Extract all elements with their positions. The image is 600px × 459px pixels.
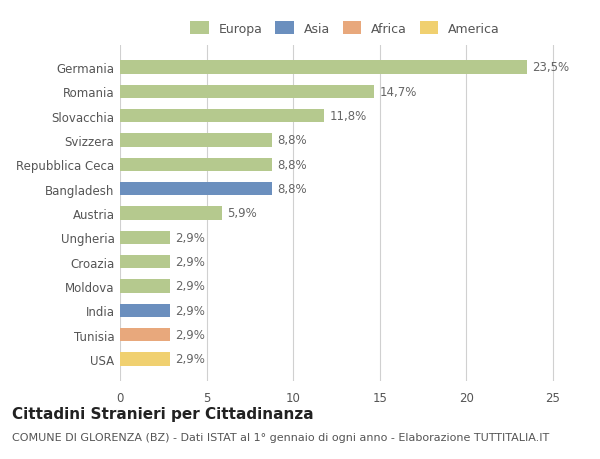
Bar: [120, 110, 324, 123]
Text: 2,9%: 2,9%: [175, 280, 205, 293]
Bar: [120, 183, 272, 196]
Text: 2,9%: 2,9%: [175, 304, 205, 317]
Text: 8,8%: 8,8%: [278, 158, 307, 171]
Text: Cittadini Stranieri per Cittadinanza: Cittadini Stranieri per Cittadinanza: [12, 406, 314, 421]
Bar: [120, 231, 170, 244]
Text: 2,9%: 2,9%: [175, 328, 205, 341]
Text: 5,9%: 5,9%: [227, 207, 257, 220]
Text: 2,9%: 2,9%: [175, 231, 205, 244]
Bar: [120, 304, 170, 317]
Bar: [120, 61, 527, 74]
Bar: [120, 255, 170, 269]
Bar: [120, 353, 170, 366]
Bar: [120, 158, 272, 172]
Text: 2,9%: 2,9%: [175, 256, 205, 269]
Bar: [120, 207, 222, 220]
Text: 8,8%: 8,8%: [278, 134, 307, 147]
Text: 14,7%: 14,7%: [380, 85, 417, 99]
Legend: Europa, Asia, Africa, America: Europa, Asia, Africa, America: [186, 19, 504, 40]
Bar: [120, 134, 272, 147]
Bar: [120, 328, 170, 341]
Text: 8,8%: 8,8%: [278, 183, 307, 196]
Text: 11,8%: 11,8%: [329, 110, 367, 123]
Text: COMUNE DI GLORENZA (BZ) - Dati ISTAT al 1° gennaio di ogni anno - Elaborazione T: COMUNE DI GLORENZA (BZ) - Dati ISTAT al …: [12, 432, 549, 442]
Bar: [120, 280, 170, 293]
Text: 23,5%: 23,5%: [532, 62, 569, 74]
Text: 2,9%: 2,9%: [175, 353, 205, 365]
Bar: [120, 85, 374, 99]
